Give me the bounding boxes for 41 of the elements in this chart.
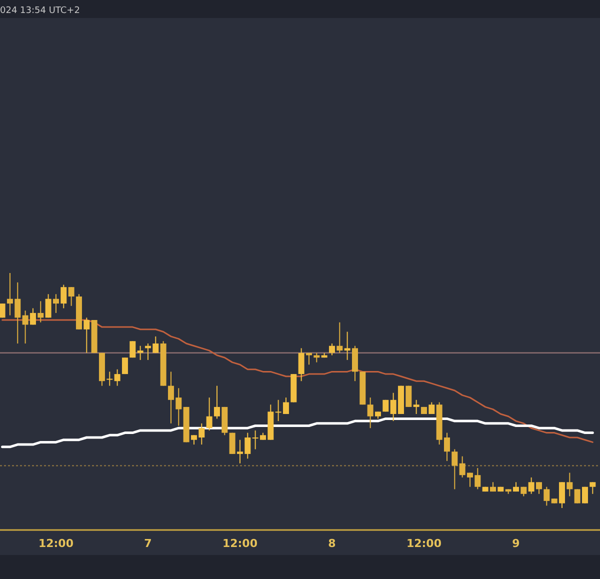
- candlestick: [536, 482, 542, 494]
- candlestick: [38, 300, 44, 323]
- x-tick-label: 7: [144, 537, 152, 550]
- candlestick: [566, 472, 573, 497]
- candlestick: [137, 345, 144, 360]
- x-tick-label: 12:00: [406, 537, 442, 550]
- candlestick: [229, 432, 236, 454]
- candlestick: [0, 303, 6, 318]
- candlestick: [298, 348, 304, 382]
- x-tick-label: 12:00: [38, 537, 74, 550]
- candlestick: [336, 322, 343, 354]
- candlestick: [214, 385, 220, 420]
- candlestick: [344, 331, 350, 360]
- candlestick: [590, 482, 596, 494]
- candlestick: [452, 448, 458, 490]
- candlestick: [84, 317, 90, 354]
- candlestick: [68, 286, 74, 306]
- candlestick: [206, 397, 212, 431]
- candlestick: [582, 486, 588, 504]
- candlestick: [558, 482, 565, 508]
- candlestick: [52, 294, 59, 314]
- x-tick-label: 8: [328, 537, 336, 550]
- text: 024 13:54 UTC+2: [0, 6, 80, 16]
- x-tick-label: 9: [512, 537, 520, 550]
- candlestick: [406, 385, 412, 408]
- candlestick: [60, 284, 67, 309]
- candlestick: [367, 397, 374, 429]
- candlestick: [413, 399, 420, 414]
- candlestick: [528, 476, 534, 494]
- candlestick: [328, 343, 335, 356]
- candlestick: [122, 357, 128, 375]
- candlestick: [352, 345, 358, 382]
- candlestick: [544, 486, 550, 506]
- candlestick: [574, 488, 580, 504]
- candlestick: [45, 294, 52, 318]
- candlestick: [30, 308, 36, 326]
- x-tick-label: 12:00: [222, 537, 258, 550]
- candlestick: [114, 368, 120, 386]
- candlestick: [22, 310, 28, 344]
- candlestick: [106, 371, 113, 386]
- candlestick: [130, 340, 136, 358]
